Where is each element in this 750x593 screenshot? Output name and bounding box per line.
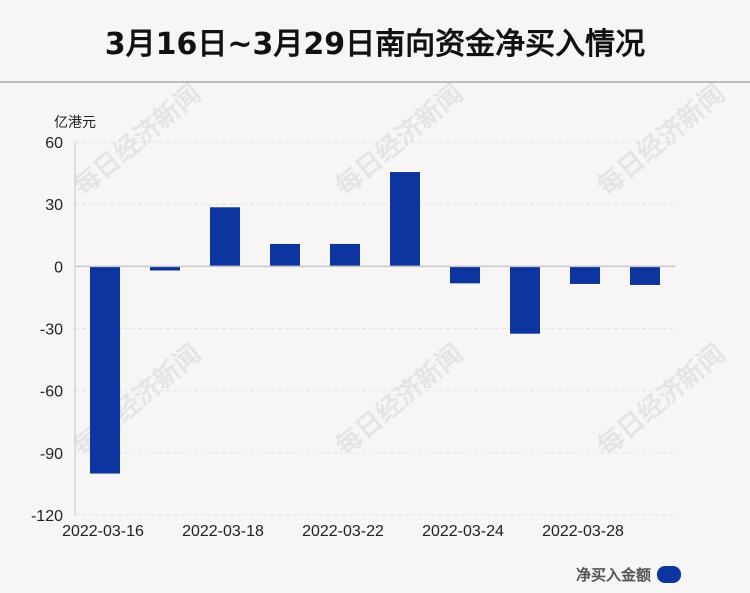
bar-2022-03-29 bbox=[630, 266, 660, 285]
x-tick-label: 2022-03-28 bbox=[542, 523, 624, 540]
y-tick-label: -120 bbox=[31, 508, 63, 525]
y-tick-label: 0 bbox=[54, 259, 63, 276]
x-tick-label: 2022-03-24 bbox=[422, 523, 504, 540]
y-tick-label: -60 bbox=[40, 384, 63, 401]
x-tick-label: 2022-03-16 bbox=[62, 523, 144, 540]
y-tick-label: -30 bbox=[40, 322, 63, 339]
bar-2022-03-22 bbox=[330, 243, 360, 267]
y-axis-unit: 亿港元 bbox=[54, 115, 96, 131]
legend-swatch bbox=[657, 566, 682, 583]
bar-2022-03-24 bbox=[450, 266, 480, 284]
bar-2022-03-16 bbox=[90, 266, 120, 474]
bar-2022-03-23 bbox=[390, 172, 420, 267]
x-axis-labels: 2022-03-16 2022-03-18 2022-03-22 2022-03-24… bbox=[62, 523, 624, 540]
y-tick-label: 30 bbox=[45, 197, 63, 214]
x-tick-label: 2022-03-22 bbox=[302, 523, 384, 540]
legend-label: 净买入金额 bbox=[576, 566, 652, 584]
bar-2022-03-25 bbox=[510, 266, 540, 334]
y-tick-label: 60 bbox=[45, 135, 63, 152]
chart-title: 3月16日~3月29日南向资金净买入情况 bbox=[104, 27, 646, 62]
bar-2022-03-17 bbox=[150, 266, 180, 271]
legend: 净买入金额 bbox=[576, 564, 682, 585]
gridlines bbox=[75, 141, 675, 516]
y-axis-labels: 60 30 0 -30 -60 -90 -120 bbox=[31, 135, 63, 525]
bars bbox=[90, 172, 660, 474]
title-divider bbox=[0, 81, 750, 83]
axes bbox=[74, 142, 675, 515]
bar-2022-03-21 bbox=[270, 243, 300, 267]
x-tick-label: 2022-03-18 bbox=[182, 523, 264, 540]
bar-2022-03-28 bbox=[570, 266, 600, 284]
y-tick-label: -90 bbox=[40, 446, 63, 463]
bar-2022-03-18 bbox=[210, 207, 240, 267]
